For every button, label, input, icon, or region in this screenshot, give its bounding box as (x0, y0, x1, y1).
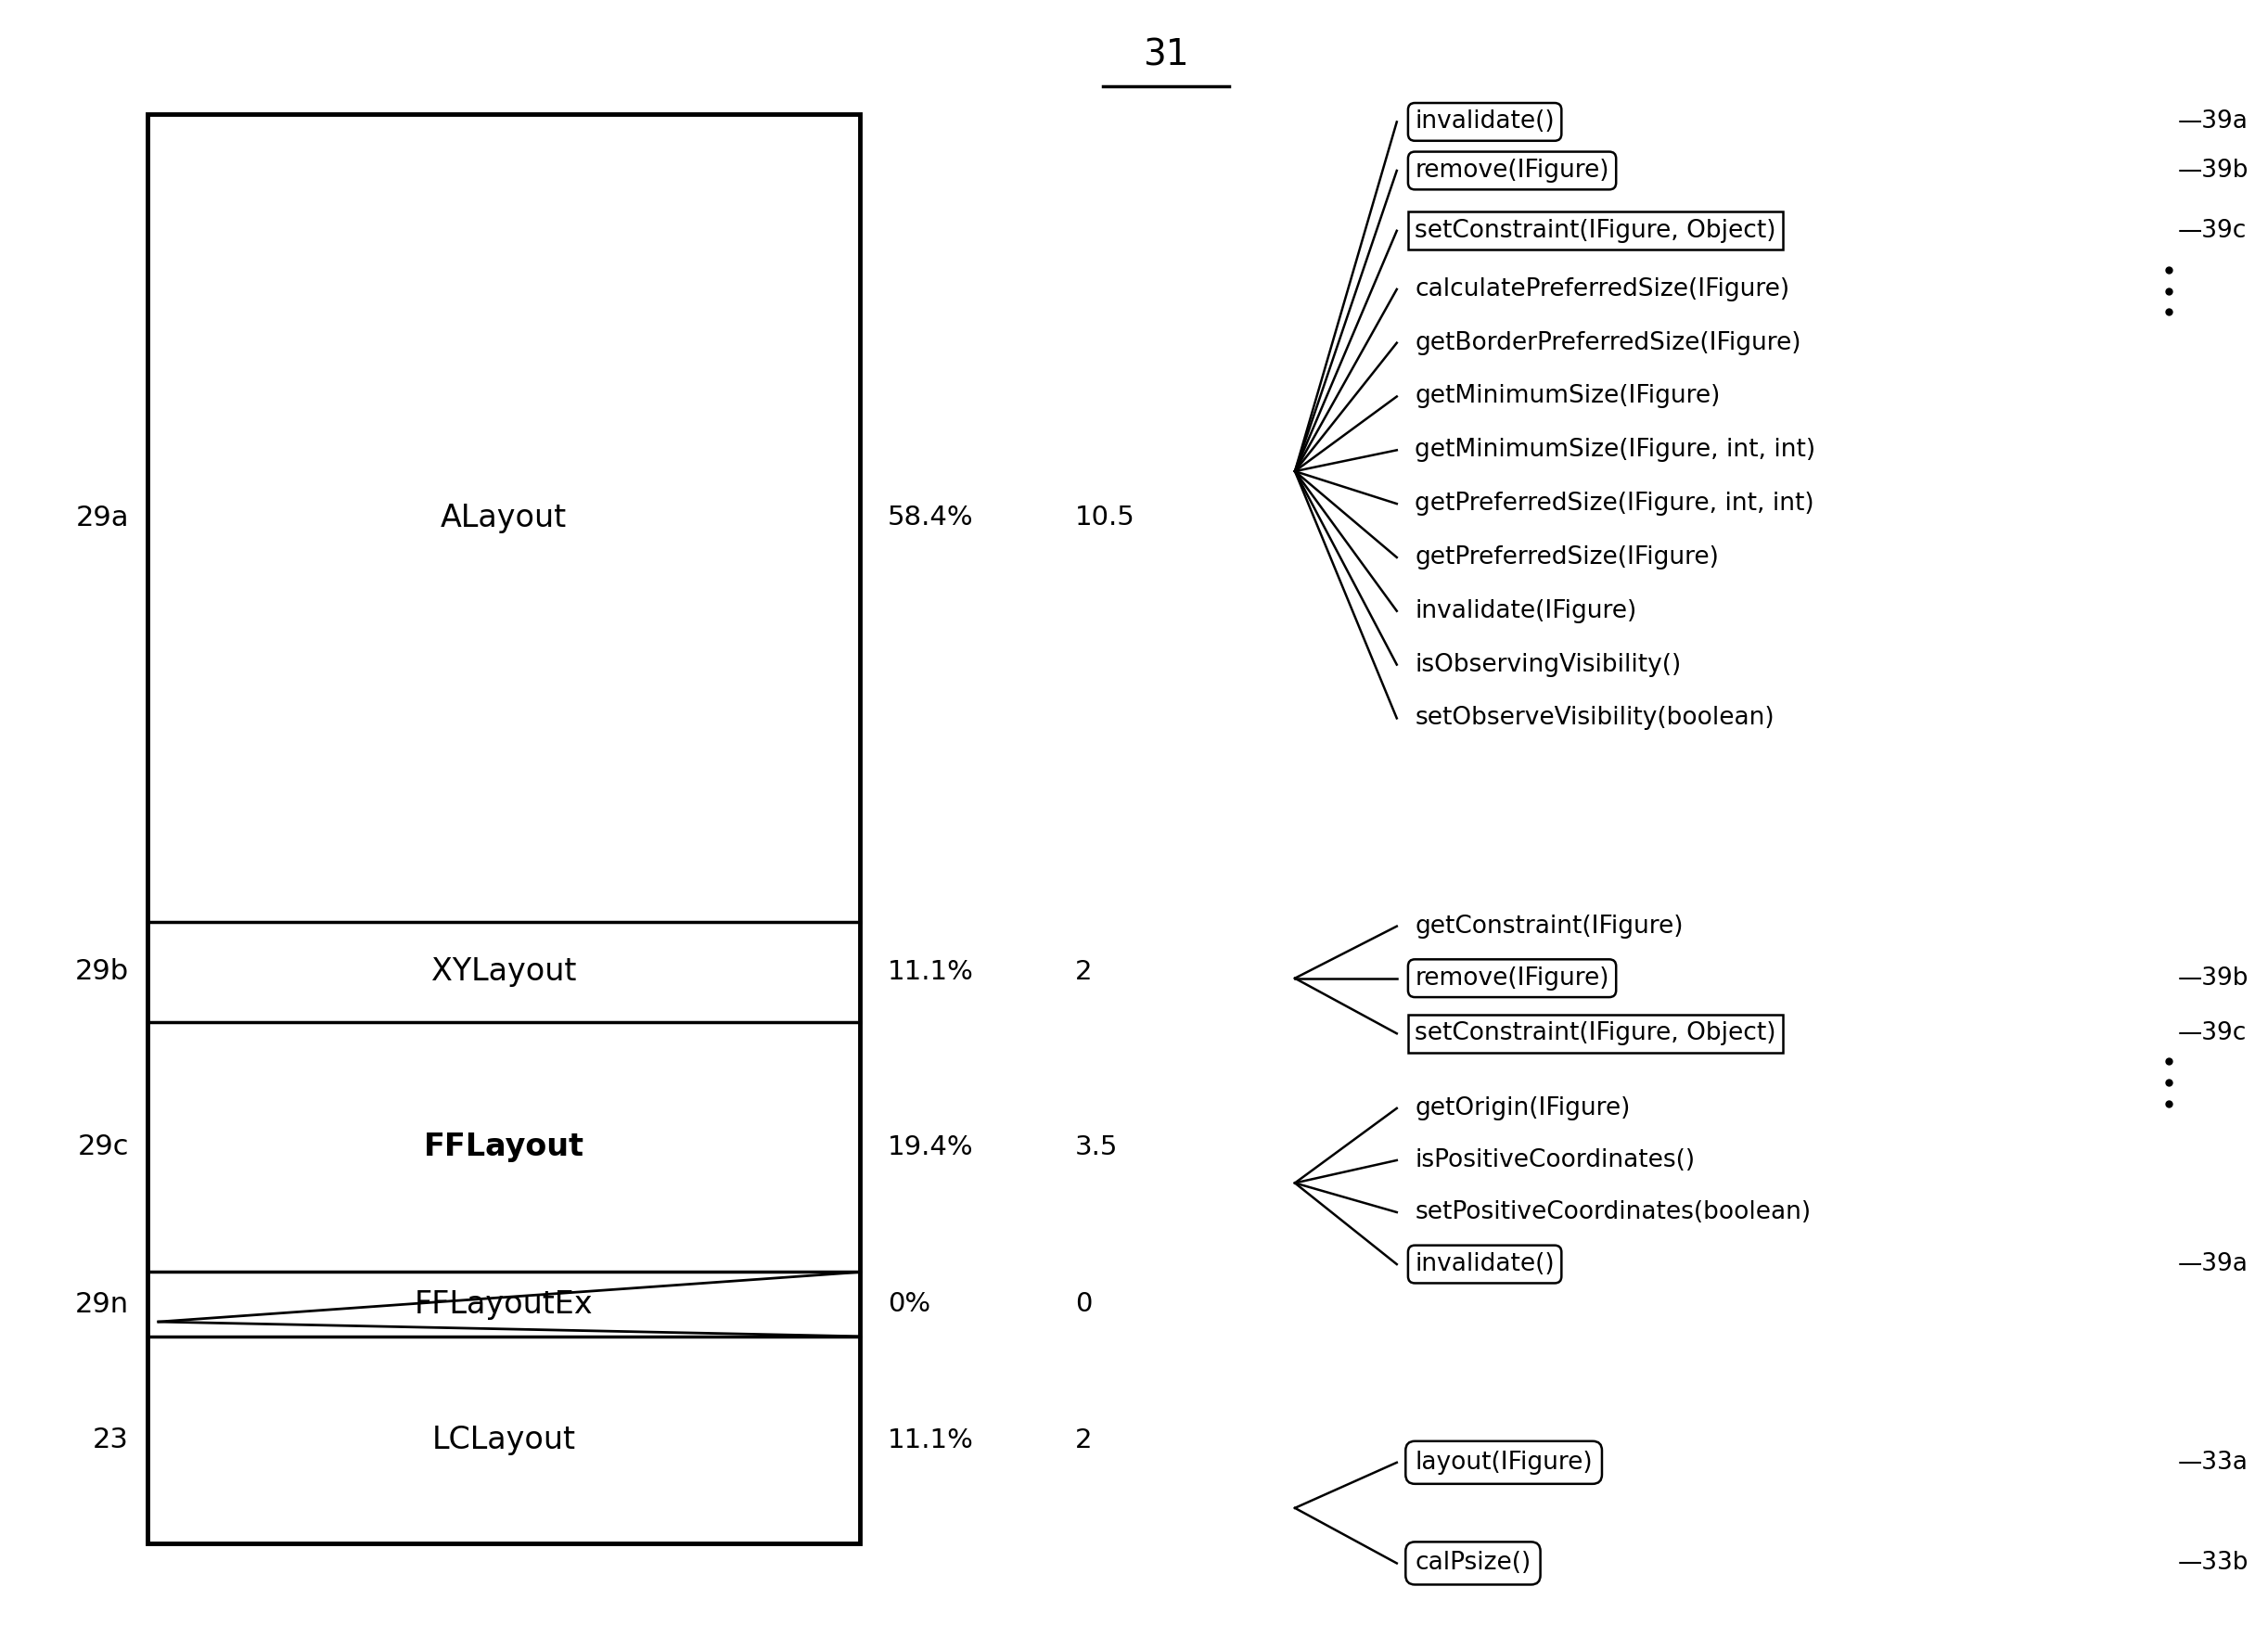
Text: 29b: 29b (75, 959, 129, 985)
Text: setConstraint(IFigure, Object): setConstraint(IFigure, Object) (1415, 219, 1776, 242)
Text: 23: 23 (93, 1427, 129, 1453)
Text: 2: 2 (1075, 1427, 1093, 1453)
Text: 29c: 29c (77, 1134, 129, 1160)
Text: calPsize(): calPsize() (1415, 1552, 1531, 1575)
Text: setConstraint(IFigure, Object): setConstraint(IFigure, Object) (1415, 1022, 1776, 1045)
Text: 0%: 0% (887, 1292, 930, 1318)
Text: —33a: —33a (2177, 1451, 2248, 1474)
Text: isObservingVisibility(): isObservingVisibility() (1415, 653, 1681, 676)
Text: layout(IFigure): layout(IFigure) (1415, 1451, 1592, 1474)
Text: 19.4%: 19.4% (887, 1134, 973, 1160)
Text: 58.4%: 58.4% (887, 505, 973, 531)
Text: FFLayoutEx: FFLayoutEx (415, 1289, 592, 1320)
Text: getMinimumSize(IFigure): getMinimumSize(IFigure) (1415, 385, 1721, 408)
Text: calculatePreferredSize(IFigure): calculatePreferredSize(IFigure) (1415, 278, 1789, 301)
Text: getPreferredSize(IFigure, int, int): getPreferredSize(IFigure, int, int) (1415, 492, 1814, 515)
Text: —39a: —39a (2177, 1253, 2248, 1276)
Text: 11.1%: 11.1% (887, 1427, 973, 1453)
Text: 10.5: 10.5 (1075, 505, 1136, 531)
Text: getBorderPreferredSize(IFigure): getBorderPreferredSize(IFigure) (1415, 331, 1801, 354)
Text: remove(IFigure): remove(IFigure) (1415, 159, 1610, 182)
Text: 31: 31 (1143, 37, 1188, 73)
Text: —39c: —39c (2177, 1022, 2248, 1045)
Text: —33b: —33b (2177, 1552, 2250, 1575)
Text: invalidate(IFigure): invalidate(IFigure) (1415, 600, 1637, 622)
Text: 29n: 29n (75, 1290, 129, 1318)
Text: FFLayout: FFLayout (424, 1131, 583, 1162)
Text: isPositiveCoordinates(): isPositiveCoordinates() (1415, 1149, 1694, 1172)
Text: remove(IFigure): remove(IFigure) (1415, 967, 1610, 990)
Text: getMinimumSize(IFigure, int, int): getMinimumSize(IFigure, int, int) (1415, 439, 1817, 461)
Text: setPositiveCoordinates(boolean): setPositiveCoordinates(boolean) (1415, 1201, 1812, 1224)
Text: —39c: —39c (2177, 219, 2248, 242)
Text: —39a: —39a (2177, 111, 2248, 133)
Text: XYLayout: XYLayout (431, 957, 576, 986)
Text: ALayout: ALayout (440, 502, 567, 533)
Text: invalidate(): invalidate() (1415, 111, 1554, 133)
Text: —39b: —39b (2177, 967, 2250, 990)
Text: invalidate(): invalidate() (1415, 1253, 1554, 1276)
Text: getOrigin(IFigure): getOrigin(IFigure) (1415, 1097, 1631, 1120)
Text: getConstraint(IFigure): getConstraint(IFigure) (1415, 915, 1683, 938)
Text: 11.1%: 11.1% (887, 959, 973, 985)
FancyBboxPatch shape (147, 114, 860, 1544)
Text: 29a: 29a (75, 504, 129, 531)
Text: 0: 0 (1075, 1292, 1093, 1318)
Text: 3.5: 3.5 (1075, 1134, 1118, 1160)
Text: getPreferredSize(IFigure): getPreferredSize(IFigure) (1415, 546, 1719, 569)
Text: LCLayout: LCLayout (431, 1425, 576, 1456)
Text: setObserveVisibility(boolean): setObserveVisibility(boolean) (1415, 707, 1774, 730)
Text: —39b: —39b (2177, 159, 2250, 182)
Text: 2: 2 (1075, 959, 1093, 985)
